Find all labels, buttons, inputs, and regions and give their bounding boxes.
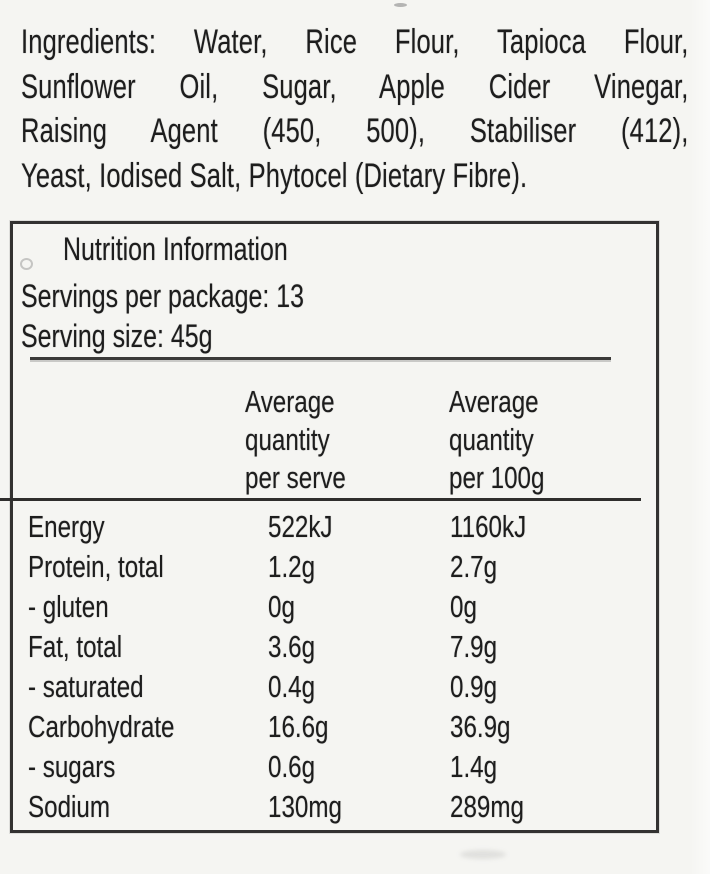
per-100g-value: 0.9g <box>450 669 498 704</box>
table-row-sugars: - sugars 0.6g 1.4g <box>13 747 656 787</box>
per-100g-value: 7.9g <box>450 629 498 664</box>
column-header-per-serve: Average quantity per serve <box>245 384 346 495</box>
nutrition-information-title-text: Nutrition Information <box>63 231 288 267</box>
per-serve-value: 1.2g <box>268 549 316 584</box>
per-100g-value: 36.9g <box>450 709 511 744</box>
table-row-gluten: - gluten 0g 0g <box>13 587 656 627</box>
scan-edge-shade <box>690 0 710 874</box>
scan-artifact-bottom <box>460 850 506 859</box>
per-serve-value: 130mg <box>268 789 342 824</box>
per-serve-value: 16.6g <box>268 709 329 744</box>
nutrition-panel: Nutrition Information Servings per packa… <box>10 221 659 833</box>
column-header-per-100g: Average quantity per 100g <box>449 384 545 495</box>
per-serve-value: 0.6g <box>268 749 316 784</box>
servings-per-package-text: Servings per package: 13 <box>21 278 305 314</box>
table-row-carbohydrate: Carbohydrate 16.6g 36.9g <box>13 707 656 747</box>
ingredients-line: Ingredients: Water, Rice Flour, Tapioca … <box>21 23 689 61</box>
nutrient-label: Fat, total <box>28 629 123 664</box>
per-serve-value: 0.4g <box>268 669 316 704</box>
per-serve-value: 522kJ <box>268 509 333 544</box>
table-row-saturated: - saturated 0.4g 0.9g <box>13 667 656 707</box>
nutrition-information-title: Nutrition Information <box>63 231 351 268</box>
ingredients-line: Raising Agent (450, 500), Stabiliser (41… <box>21 112 689 150</box>
table-header-divider <box>0 498 641 501</box>
ingredients-paragraph: Ingredients: Water, Rice Flour, Tapioca … <box>21 20 689 198</box>
nutrient-label: Energy <box>28 509 105 544</box>
ingredients-line: Yeast, Iodised Salt, Phytocel (Dietary F… <box>21 156 528 195</box>
scan-artifact-top <box>394 3 407 7</box>
per-serve-value: 3.6g <box>268 629 316 664</box>
per-100g-value: 1160kJ <box>450 509 527 544</box>
per-100g-value: 289mg <box>450 789 524 824</box>
per-100g-value: 1.4g <box>450 749 498 784</box>
table-row-energy: Energy 522kJ 1160kJ <box>13 507 656 547</box>
per-serve-value: 0g <box>268 589 295 624</box>
nutrient-label: - sugars <box>28 749 116 784</box>
scan-artifact-ring <box>20 258 33 270</box>
table-row-protein: Protein, total 1.2g 2.7g <box>13 547 656 587</box>
nutrient-label: - saturated <box>28 669 144 704</box>
serving-size-text: Serving size: 45g <box>21 318 213 354</box>
nutrition-table: Energy 522kJ 1160kJ Protein, total 1.2g … <box>13 507 656 827</box>
nutrient-label: Carbohydrate <box>28 709 175 744</box>
nutrient-label: Protein, total <box>28 549 164 584</box>
nutrient-label: Sodium <box>28 789 110 824</box>
per-100g-value: 2.7g <box>450 549 498 584</box>
serving-size-divider <box>30 357 611 360</box>
ingredients-line: Sunflower Oil, Sugar, Apple Cider Vinega… <box>21 67 689 106</box>
per-100g-value: 0g <box>450 589 477 624</box>
nutrient-label: - gluten <box>28 589 109 624</box>
table-row-fat: Fat, total 3.6g 7.9g <box>13 627 656 667</box>
table-row-sodium: Sodium 130mg 289mg <box>13 787 656 827</box>
